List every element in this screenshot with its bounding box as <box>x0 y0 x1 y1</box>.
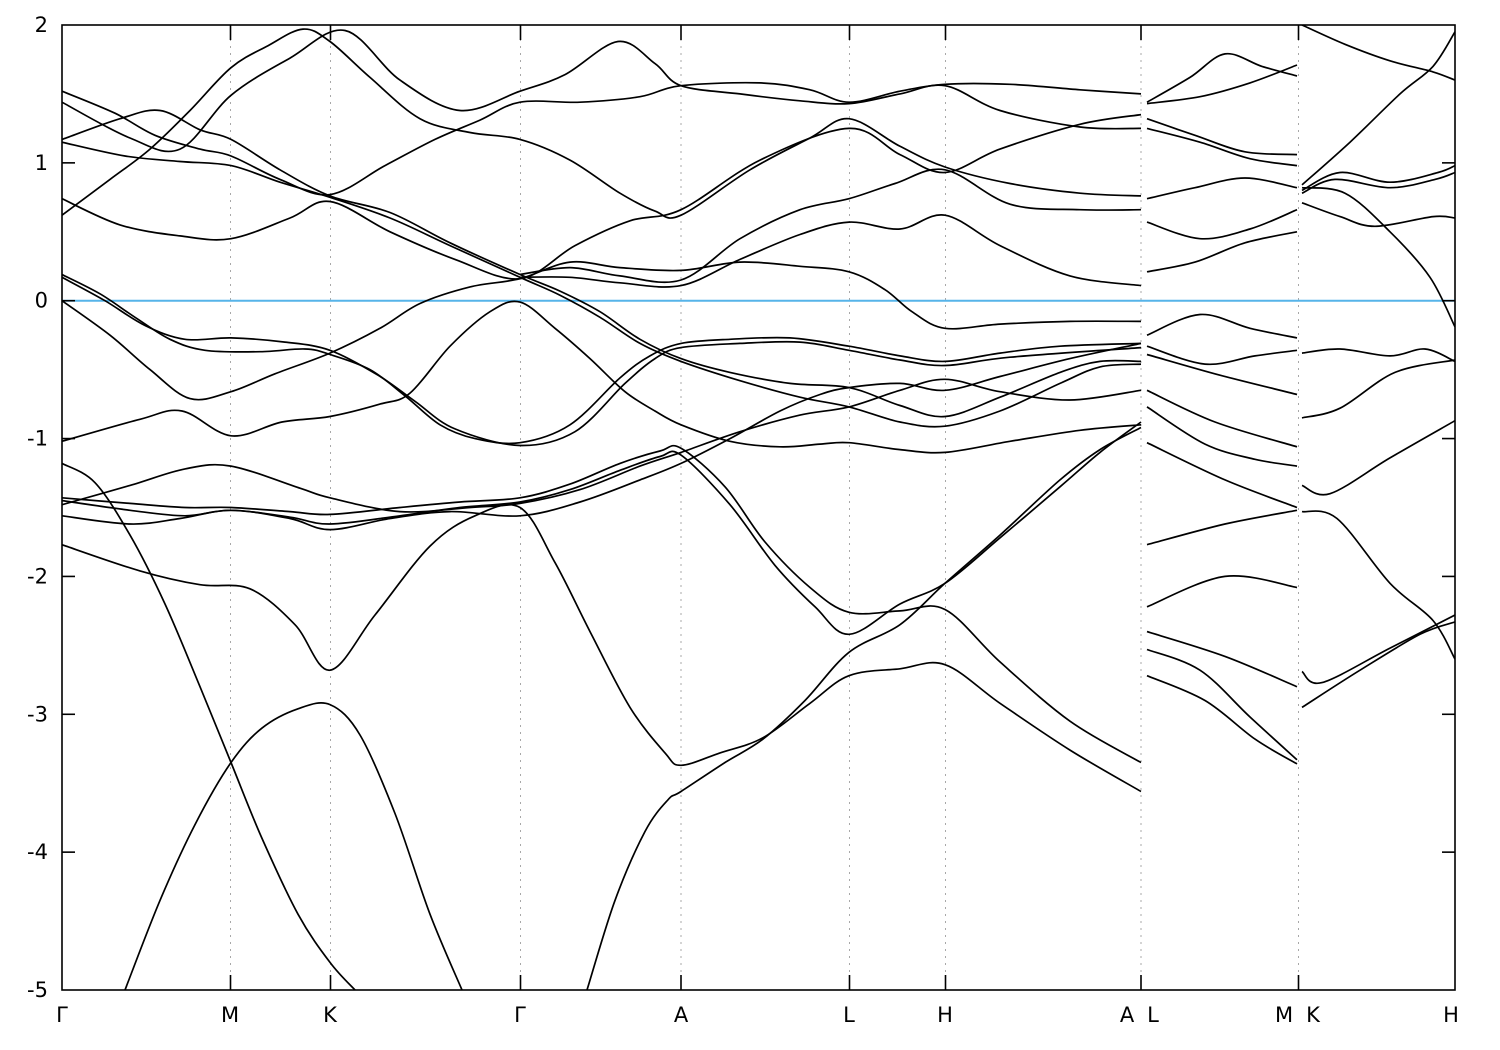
y-axis-tick-label: 0 <box>35 289 48 313</box>
energy-band-curve <box>1301 186 1455 328</box>
kpoint-label: Γ <box>56 1003 68 1027</box>
energy-band-curve <box>62 276 1142 447</box>
energy-band-curve <box>1146 208 1298 240</box>
kpoint-label: H <box>937 1003 953 1027</box>
kpoint-label: K <box>1306 1003 1321 1027</box>
kpoint-label: L <box>843 1003 855 1027</box>
energy-band-curve <box>1146 406 1298 467</box>
energy-band-curve <box>1301 31 1455 186</box>
energy-band-curve <box>1301 25 1455 81</box>
energy-band-curve <box>62 141 1142 428</box>
kpoint-label: M <box>1275 1003 1293 1027</box>
energy-band-curve <box>586 426 1142 990</box>
energy-band-curve <box>1301 614 1455 685</box>
energy-band-curve <box>62 113 1142 280</box>
y-axis-tick-label: -3 <box>27 702 48 726</box>
energy-band-curve <box>519 168 1142 284</box>
energy-band-curve <box>1146 345 1298 366</box>
energy-band-curve <box>62 273 1142 445</box>
energy-band-curve <box>62 342 1142 531</box>
energy-band-curve <box>62 462 356 990</box>
plot-border <box>61 24 1456 991</box>
energy-band-curve <box>62 503 1142 793</box>
energy-band-curve <box>1146 353 1298 396</box>
y-axis-tick-label: -1 <box>27 427 48 451</box>
y-axis-tick-label: -2 <box>27 564 48 588</box>
energy-band-curve <box>1146 230 1298 273</box>
y-axis-tick-label: -4 <box>27 840 48 864</box>
energy-band-curve <box>62 300 1142 454</box>
energy-band-curve <box>62 378 1142 513</box>
energy-band-curve <box>1146 127 1298 167</box>
energy-band-curve <box>1146 630 1298 688</box>
energy-band-curve <box>1301 621 1455 709</box>
y-axis-tick-label: 2 <box>35 13 48 37</box>
y-axis-tick-label: 1 <box>35 151 48 175</box>
energy-band-curve <box>124 702 463 990</box>
energy-band-curve <box>1146 441 1298 509</box>
energy-band-curve <box>1146 313 1298 339</box>
energy-band-curve <box>1301 359 1455 419</box>
kpoint-label: L <box>1147 1003 1159 1027</box>
kpoint-label: A <box>1120 1003 1135 1027</box>
energy-band-curve <box>1301 510 1455 660</box>
energy-band-curve <box>62 29 1142 153</box>
bands-group <box>62 25 1455 990</box>
kpoint-label: M <box>221 1003 239 1027</box>
energy-band-curve <box>519 214 1142 288</box>
energy-band-curve <box>1146 64 1298 105</box>
energy-band-curve <box>1146 509 1298 546</box>
energy-band-curve <box>1146 575 1298 608</box>
energy-band-curve <box>1146 648 1298 761</box>
kpoint-label: K <box>323 1003 338 1027</box>
energy-band-curve <box>1146 52 1298 103</box>
y-axis-tick-label: -5 <box>27 978 48 1002</box>
energy-band-curve <box>1146 117 1298 156</box>
energy-band-curve <box>1301 348 1455 363</box>
energy-band-curve <box>1301 171 1455 194</box>
kpoint-label: H <box>1443 1003 1459 1027</box>
energy-band-curve <box>1301 419 1455 496</box>
energy-band-curve <box>1301 202 1455 228</box>
energy-band-curve <box>62 260 1142 401</box>
energy-band-curve <box>1146 674 1298 765</box>
energy-band-curve <box>1146 389 1298 448</box>
energy-band-curve <box>62 444 1142 764</box>
energy-band-curve <box>62 109 1142 418</box>
kpoint-label: A <box>674 1003 689 1027</box>
kpoint-label: Γ <box>514 1003 526 1027</box>
energy-band-curve <box>62 28 1142 219</box>
energy-band-curve <box>1146 177 1298 200</box>
energy-band-curve <box>1301 164 1455 192</box>
